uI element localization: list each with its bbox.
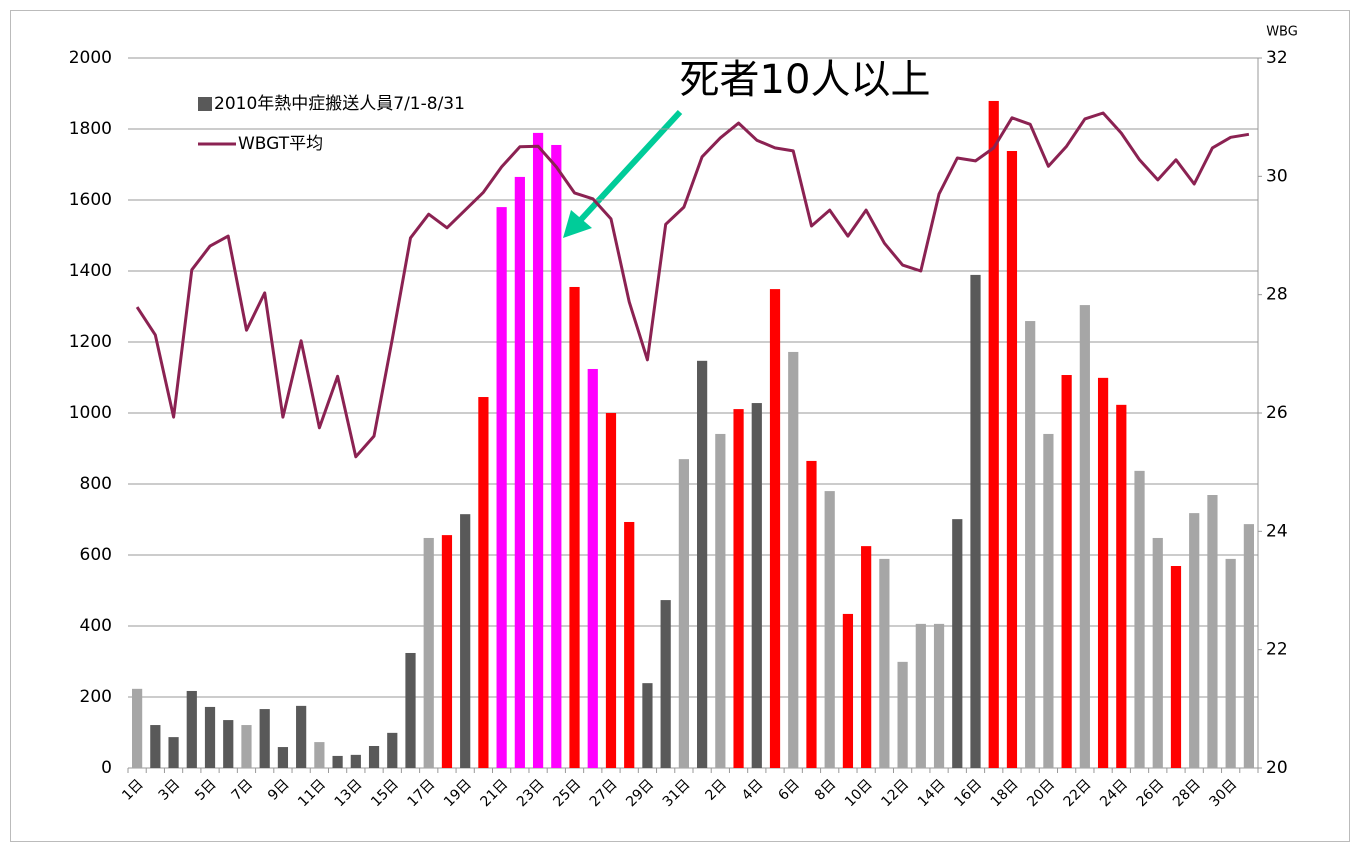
y-tick-label: 800 bbox=[80, 474, 112, 494]
bar bbox=[715, 433, 726, 768]
y-tick-label: 600 bbox=[80, 545, 112, 565]
line bbox=[135, 111, 1250, 459]
bar bbox=[1097, 377, 1109, 768]
bar bbox=[897, 661, 908, 768]
y2-tick-label: 28 bbox=[1266, 285, 1288, 305]
bar bbox=[277, 747, 289, 768]
bar bbox=[332, 755, 343, 768]
y2-tick-label: 22 bbox=[1266, 640, 1288, 660]
bar bbox=[970, 274, 981, 768]
bar bbox=[150, 725, 161, 768]
bar bbox=[132, 688, 143, 768]
y-tick-label: 400 bbox=[80, 616, 112, 636]
bar bbox=[624, 521, 635, 768]
bar bbox=[569, 286, 580, 768]
bar bbox=[915, 623, 926, 768]
y-tick-label: 1600 bbox=[69, 190, 112, 210]
y2-tick-label: 20 bbox=[1266, 758, 1288, 778]
bar bbox=[1006, 151, 1018, 768]
y-tick-label: 1000 bbox=[69, 403, 112, 423]
annotation-arrowhead bbox=[563, 210, 592, 238]
bar bbox=[751, 403, 762, 768]
bar bbox=[1189, 513, 1200, 768]
bar bbox=[460, 514, 471, 768]
bar bbox=[1079, 305, 1090, 768]
bar bbox=[861, 546, 872, 768]
bar bbox=[1207, 495, 1218, 768]
bar bbox=[350, 754, 361, 768]
bar bbox=[368, 745, 380, 768]
bar bbox=[788, 351, 799, 768]
y-tick-label: 2000 bbox=[69, 48, 112, 68]
bar bbox=[879, 558, 890, 768]
bar bbox=[532, 132, 544, 768]
bar bbox=[405, 652, 416, 768]
bar bbox=[988, 100, 999, 768]
bar bbox=[678, 459, 689, 768]
y-tick-label: 200 bbox=[80, 687, 112, 707]
bar bbox=[806, 460, 817, 768]
annotation-arrow bbox=[573, 109, 683, 228]
bar bbox=[697, 360, 708, 768]
bar bbox=[1170, 566, 1182, 768]
annotation: 死者10人以上 bbox=[680, 57, 931, 103]
bar bbox=[1043, 433, 1054, 768]
bar bbox=[314, 742, 325, 768]
bar bbox=[441, 535, 453, 768]
y2-tick-label: 30 bbox=[1266, 166, 1288, 186]
bar bbox=[1152, 537, 1163, 768]
bar bbox=[952, 519, 963, 768]
bar bbox=[223, 720, 234, 768]
bar bbox=[933, 623, 945, 768]
bar bbox=[733, 409, 744, 768]
bar bbox=[769, 289, 781, 768]
bar bbox=[241, 725, 252, 768]
y2-axis-title: WBG bbox=[1266, 25, 1298, 40]
legend-swatch bbox=[198, 97, 212, 111]
legend-label: WBGT平均 bbox=[238, 134, 323, 154]
bar bbox=[387, 732, 398, 768]
bar bbox=[514, 176, 525, 769]
bar bbox=[478, 397, 489, 768]
bar bbox=[204, 706, 216, 768]
bar bbox=[551, 144, 562, 769]
bar bbox=[1116, 404, 1127, 768]
bar bbox=[496, 207, 507, 769]
bar bbox=[842, 613, 854, 768]
y2-tick-label: 24 bbox=[1266, 521, 1288, 541]
y2-tick-label: 32 bbox=[1266, 48, 1288, 68]
bar bbox=[1025, 321, 1036, 768]
bar bbox=[642, 683, 653, 768]
bar bbox=[587, 368, 598, 768]
bar bbox=[1061, 375, 1072, 768]
y2-tick-label: 26 bbox=[1266, 403, 1288, 423]
bar bbox=[1134, 470, 1145, 768]
bar bbox=[605, 413, 617, 768]
y-tick-label: 1800 bbox=[69, 119, 112, 139]
bar bbox=[1243, 524, 1254, 768]
bar bbox=[1225, 558, 1236, 768]
bar bbox=[296, 705, 307, 768]
bar bbox=[168, 737, 179, 768]
legend-label: 2010年熱中症搬送人員7/1-8/31 bbox=[214, 94, 465, 114]
bar bbox=[824, 491, 835, 768]
y-tick-label: 1200 bbox=[69, 332, 112, 352]
bar bbox=[259, 709, 270, 768]
y-tick-label: 0 bbox=[101, 758, 112, 778]
bar bbox=[186, 690, 197, 768]
bar bbox=[660, 600, 671, 768]
bar bbox=[423, 537, 434, 768]
y-tick-label: 1400 bbox=[69, 261, 112, 281]
